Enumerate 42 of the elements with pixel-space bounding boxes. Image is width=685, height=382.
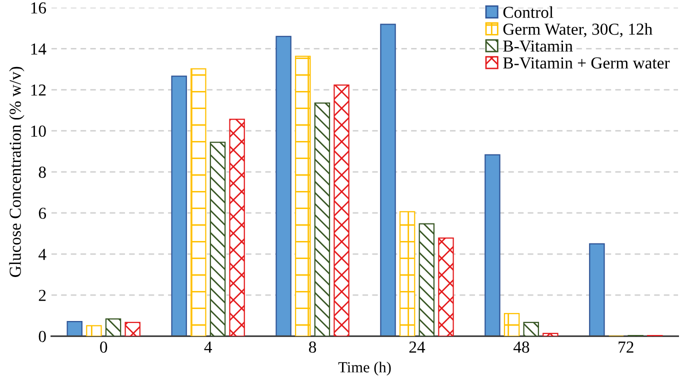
legend-label: B-Vitamin + Germ water [503, 57, 670, 69]
x-tick-label: 48 [513, 342, 530, 353]
bar [438, 237, 454, 336]
y-axis-title: Glucose Concentration (% w/v) [9, 66, 24, 277]
y-tick-label: 16 [31, 2, 46, 14]
bar [314, 102, 330, 336]
bar [380, 24, 396, 336]
y-tick-label: 10 [31, 126, 46, 137]
x-tick-label: 0 [100, 342, 108, 353]
x-tick-label: 72 [618, 342, 634, 353]
bar [171, 76, 187, 336]
bar [504, 313, 520, 336]
bar [229, 118, 245, 336]
x-tick-label: 24 [409, 342, 426, 353]
bar [276, 36, 292, 336]
x-tick-label: 4 [204, 342, 212, 353]
bar [190, 68, 206, 336]
y-tick-label: 14 [31, 43, 46, 54]
y-tick-label: 0 [38, 330, 46, 342]
x-tick-label: 8 [309, 342, 316, 353]
bar [542, 332, 558, 336]
bar [295, 56, 311, 336]
legend-label: B-Vitamin [503, 40, 573, 52]
bar [124, 322, 140, 336]
bar [105, 318, 122, 336]
bar [399, 211, 416, 336]
bar [484, 154, 500, 336]
y-tick-label: 8 [38, 166, 46, 178]
bar [418, 223, 435, 336]
legend-label: Germ Water, 30C, 12h [503, 23, 652, 38]
bar [589, 243, 605, 336]
y-tick-label: 2 [38, 290, 46, 301]
bar [523, 322, 539, 336]
x-axis-title: Time (h) [338, 362, 391, 376]
bar [86, 325, 102, 336]
legend-label: Control [503, 6, 554, 18]
y-tick-label: 4 [38, 248, 46, 260]
bar [66, 321, 82, 336]
bar [334, 84, 350, 336]
y-tick-label: 12 [31, 84, 46, 96]
bar [210, 142, 226, 336]
y-tick-label: 6 [38, 208, 46, 219]
